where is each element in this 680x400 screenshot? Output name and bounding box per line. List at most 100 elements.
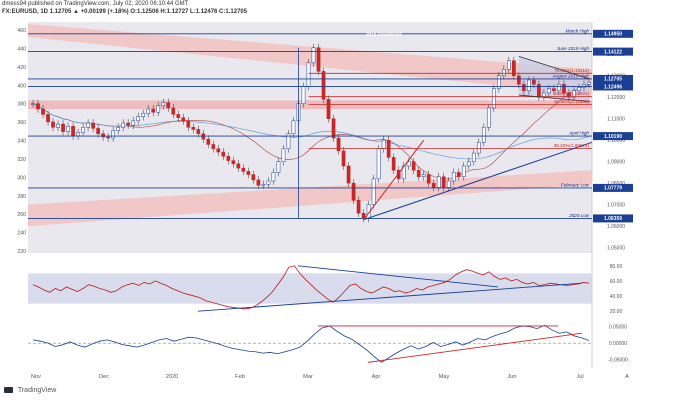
candle-body (111, 130, 115, 139)
candle-body (221, 151, 226, 157)
right-axis-tick-label: 1.09000 (607, 160, 625, 166)
red-trendline (363, 139, 425, 220)
candle-body (246, 171, 251, 175)
left-axis-tick-label: 400 (17, 83, 26, 89)
right-axis-tick-label: 1.07000 (607, 203, 625, 209)
candle-body (56, 123, 60, 128)
rsi-axis-tick-label: 40.00 (610, 294, 623, 300)
brand-label: TradingView (17, 387, 57, 394)
candle-body (507, 60, 511, 70)
candle-body (336, 137, 341, 152)
x-axis-tick-label: Nov (31, 374, 41, 380)
candle-body (66, 125, 70, 132)
x-axis-tick-label: 2020 (166, 374, 178, 380)
candle-body (532, 79, 536, 85)
candle-body (567, 92, 571, 98)
candle-body (231, 160, 236, 165)
candle-body (456, 172, 461, 177)
left-axis-tick-label: 460 (17, 28, 26, 34)
price-tag-bg (593, 214, 633, 223)
price-tag-label: 1.10190 (604, 134, 622, 140)
candle-body (191, 127, 196, 130)
candle-body (486, 107, 491, 128)
candle-body (146, 108, 151, 114)
candle-body (376, 148, 381, 180)
left-axis-tick-label: 440 (17, 46, 26, 52)
price-tag-label: 1.12496 (604, 84, 622, 90)
candle-body (181, 117, 186, 122)
rsi-line (32, 265, 590, 310)
candle-body (587, 81, 591, 85)
rising-support-trendline (363, 141, 593, 221)
x-axis-tick-label: Mar (303, 374, 313, 380)
left-axis-tick-label: 220 (17, 249, 26, 255)
candle-body (381, 139, 386, 150)
level-name-label: August 2019 High (551, 73, 589, 78)
candle-body (81, 127, 85, 133)
candle-body (522, 84, 526, 92)
moving-average-long (32, 103, 590, 160)
publish-info: dmess94 published on TradingView.com, Ju… (2, 1, 189, 7)
candle-body (451, 172, 456, 182)
osc-axis-tick-label: -0.05000 (608, 358, 628, 364)
candle-body (406, 161, 411, 167)
tradingview-brand[interactable]: TradingView (4, 387, 56, 394)
candle-body (321, 71, 326, 100)
candle-body (61, 123, 65, 132)
left-axis-tick-label: 360 (17, 120, 26, 126)
candle-body (171, 107, 176, 115)
candle-body (461, 165, 466, 177)
candle-body (196, 129, 201, 134)
candle-body (271, 172, 276, 182)
candle-body (176, 114, 181, 118)
candle-body (71, 125, 75, 137)
level-name-label: 2020 Low (568, 213, 590, 218)
candle-body (86, 122, 90, 128)
left-axis-tick-label: 260 (17, 212, 26, 218)
rsi-support-trendline (197, 282, 583, 312)
candle-body (276, 161, 281, 173)
level-labels: March High 1.14950 June 2019 High 1.14122 Au… (365, 28, 633, 223)
fib-level-label: 61.80%(1.11668) (554, 99, 589, 104)
oscillator-line (32, 324, 590, 363)
candle-body (582, 84, 586, 88)
candle-body (186, 120, 191, 128)
candle-body (557, 84, 561, 92)
candle-body (562, 84, 566, 94)
candle-body (476, 142, 481, 154)
price-tag-bg (593, 82, 633, 91)
right-axis-tick-label: 1.12000 (607, 95, 625, 101)
rsi-resistance-trendline (297, 265, 499, 288)
candle-body (261, 183, 266, 186)
price-tag-label: 1.14950 (604, 32, 622, 38)
candle-body (527, 79, 531, 92)
wedge-lower-line (518, 94, 591, 102)
price-tag-label: 1.06359 (604, 216, 622, 222)
candle-body (426, 174, 431, 184)
candle-body (481, 127, 486, 143)
candle-body (151, 108, 156, 113)
candle-body (341, 150, 346, 167)
candle-body (206, 138, 211, 145)
candle-body (436, 176, 441, 188)
candle-body (236, 163, 241, 169)
candle-body (106, 136, 110, 139)
candle-body (116, 127, 121, 131)
candle-body (161, 102, 166, 107)
candle-body (91, 122, 95, 129)
price-tag-bg (593, 132, 633, 141)
rsi-axis-tick-label: 60.00 (610, 279, 623, 285)
price-tag-bg (593, 29, 633, 38)
left-axis-tick-label: 340 (17, 139, 26, 145)
rsi-axis-tick-label: 80.00 (610, 264, 623, 270)
candle-body (316, 47, 321, 72)
left-axis-tick-label: 420 (17, 65, 26, 71)
candle-body (141, 113, 146, 117)
osc-axis-tick-label: 0.00000 (609, 341, 627, 347)
level-name-label: April High (568, 131, 589, 136)
x-axis-tick-label: Dec (99, 374, 109, 380)
candle-body (211, 144, 216, 150)
candle-body (36, 103, 40, 110)
candle-body (241, 167, 246, 172)
